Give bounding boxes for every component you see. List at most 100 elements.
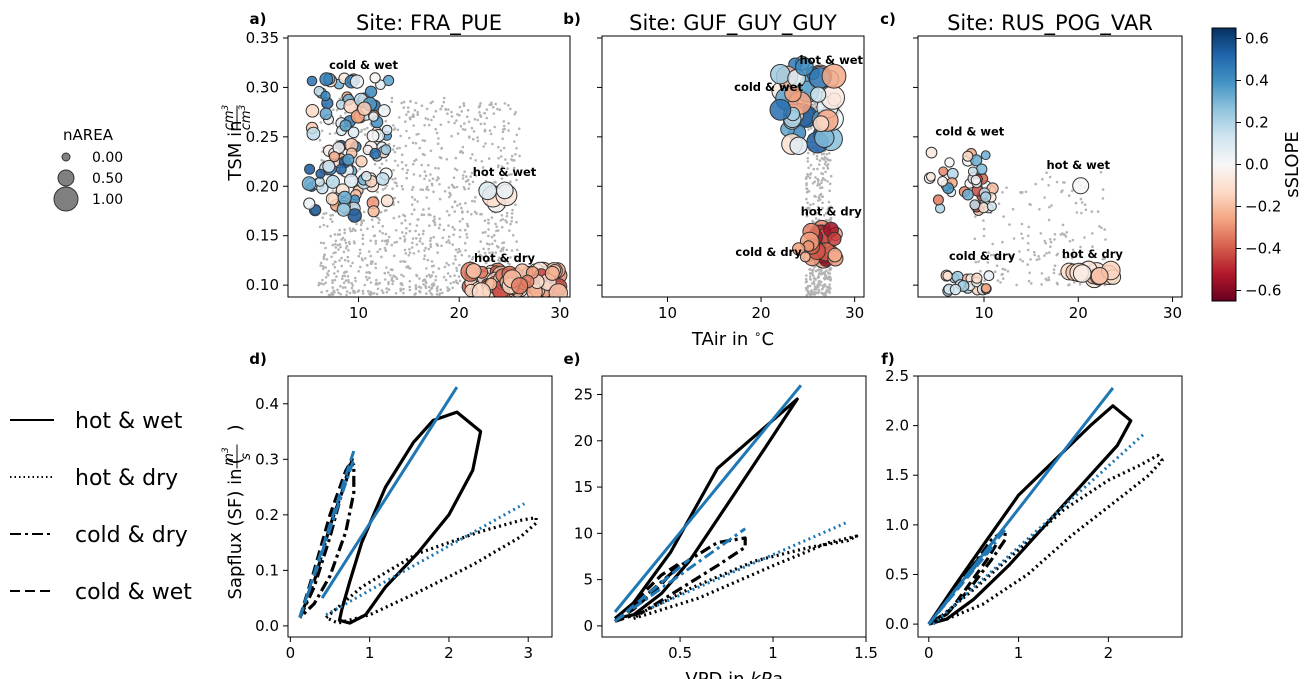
background-point: [369, 239, 373, 242]
background-point: [813, 180, 817, 183]
background-point: [809, 173, 812, 176]
background-point: [395, 277, 399, 281]
background-point: [385, 159, 388, 162]
background-point: [507, 122, 510, 125]
background-point: [806, 289, 810, 293]
background-point: [358, 248, 362, 252]
background-point: [390, 278, 394, 282]
background-point: [434, 127, 438, 131]
background-point: [383, 246, 387, 250]
background-point: [319, 264, 322, 267]
background-point: [408, 116, 412, 119]
background-point: [473, 200, 477, 203]
background-point: [392, 144, 396, 148]
background-point: [406, 106, 410, 109]
colorbar-tick-label: −0.4: [1245, 240, 1281, 258]
background-point: [445, 261, 448, 265]
background-point: [414, 101, 418, 105]
background-point: [321, 150, 324, 153]
background-point: [434, 166, 437, 170]
background-point: [1029, 258, 1032, 261]
background-point: [506, 162, 509, 165]
background-point: [982, 234, 986, 238]
background-point: [345, 270, 348, 274]
background-point: [814, 212, 817, 216]
background-point: [1018, 250, 1021, 253]
background-point: [497, 258, 500, 262]
background-point: [361, 292, 365, 295]
background-point: [474, 195, 477, 199]
background-point: [441, 236, 445, 240]
y-tick-label: 10: [574, 524, 593, 542]
background-point: [973, 237, 977, 241]
background-point: [435, 131, 439, 135]
background-point: [516, 248, 519, 252]
background-point: [1091, 245, 1094, 248]
plot-area: [298, 386, 538, 625]
y-axis-label-text: Sapflux (SF) in: [225, 469, 246, 600]
background-point: [333, 233, 337, 236]
background-point: [814, 176, 817, 179]
background-point: [381, 291, 385, 295]
background-point: [828, 189, 831, 192]
background-point: [381, 239, 384, 243]
fit-line: [614, 558, 691, 623]
background-point: [478, 111, 481, 114]
scatter-point: [981, 283, 992, 294]
background-point: [368, 276, 371, 280]
background-point: [462, 104, 466, 107]
background-point: [465, 115, 469, 118]
background-point: [1079, 197, 1083, 201]
background-point: [321, 265, 325, 268]
background-point: [436, 142, 440, 145]
background-point: [376, 250, 380, 254]
scatter-point: [347, 208, 362, 223]
background-point: [392, 168, 395, 172]
background-point: [439, 123, 443, 127]
background-point: [336, 288, 339, 292]
background-point: [507, 104, 510, 107]
background-point: [812, 152, 816, 156]
x-axis-label: VPD in kPa: [685, 669, 782, 679]
loop-line: [325, 515, 538, 625]
fraction-denominator: cm3: [238, 104, 254, 130]
background-point: [421, 279, 425, 283]
annotation-label: cold & dry: [949, 249, 1016, 263]
background-point: [1047, 276, 1050, 279]
background-point: [419, 237, 422, 240]
background-point: [826, 167, 830, 170]
background-point: [476, 136, 479, 139]
background-point: [432, 190, 435, 194]
background-point: [401, 231, 404, 234]
scatter-point: [306, 126, 321, 141]
loop-line: [632, 534, 859, 621]
background-point: [462, 185, 466, 189]
background-point: [804, 177, 808, 180]
background-point: [1041, 178, 1044, 181]
background-point: [999, 281, 1002, 284]
background-point: [996, 279, 1000, 282]
background-point: [361, 237, 365, 240]
background-point: [380, 255, 383, 259]
background-point: [1100, 226, 1103, 230]
loop-line: [337, 410, 483, 625]
background-point: [406, 168, 410, 172]
background-point: [478, 104, 482, 107]
background-point: [484, 142, 487, 145]
background-point: [366, 227, 369, 230]
x-tick-label: 2: [1104, 644, 1114, 662]
x-tick-label: 20: [1069, 304, 1088, 322]
annotation-label: cold & dry: [735, 245, 802, 259]
background-point: [360, 219, 363, 222]
background-point: [1011, 207, 1015, 211]
background-point: [825, 152, 829, 156]
background-point: [408, 229, 412, 233]
background-point: [483, 111, 487, 115]
background-point: [463, 241, 467, 245]
background-point: [809, 203, 812, 207]
background-point: [430, 287, 433, 291]
background-point: [450, 134, 453, 138]
background-point: [1084, 208, 1088, 212]
